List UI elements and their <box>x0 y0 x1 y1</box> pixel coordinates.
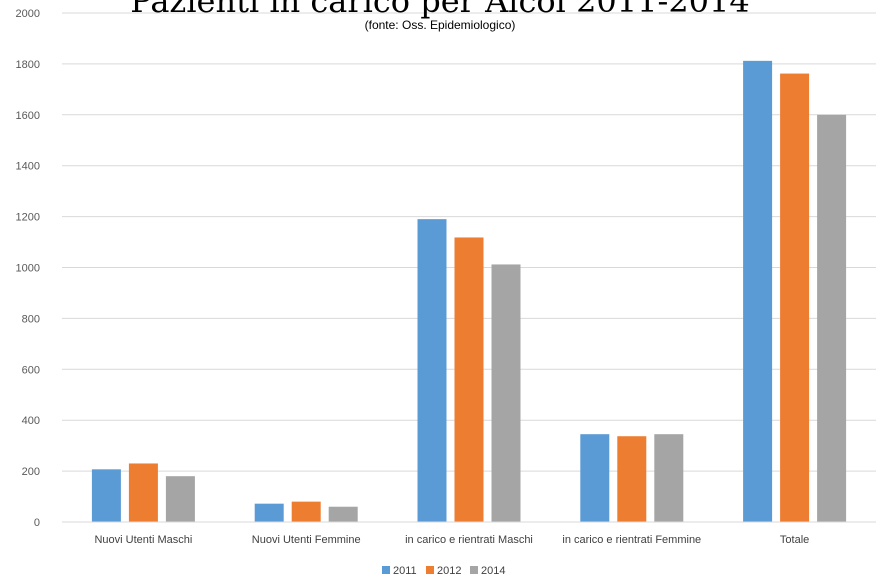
legend-swatch-2012 <box>426 566 434 574</box>
bar-2014-2 <box>328 506 358 522</box>
y-tick-label: 1200 <box>16 212 40 224</box>
y-tick-label: 400 <box>22 415 40 427</box>
bar-2012-4 <box>617 436 647 522</box>
legend-label-2011: 2011 <box>393 565 417 577</box>
category-label: Nuovi Utenti Femmine <box>252 534 361 546</box>
category-label: in carico e rientrati Femmine <box>562 534 701 546</box>
legend-label-2014: 2014 <box>481 565 505 577</box>
chart-title: Pazienti in carico per Alcol 2011-2014 <box>130 0 750 20</box>
y-tick-label: 0 <box>34 517 40 529</box>
bar-2011-5 <box>743 60 773 522</box>
bar-2014-1 <box>165 476 195 522</box>
y-tick-label: 2000 <box>16 8 40 20</box>
bar-2014-4 <box>654 434 684 522</box>
y-tick-label: 1400 <box>16 161 40 173</box>
y-tick-label: 600 <box>22 364 40 376</box>
legend-swatch-2011 <box>382 566 390 574</box>
category-labels: Nuovi Utenti Maschi Nuovi Utenti Femmine i… <box>94 534 809 546</box>
bar-2012-5 <box>780 73 810 523</box>
legend-swatch-2014 <box>470 566 478 574</box>
bar-2011-3 <box>417 219 447 522</box>
bars <box>91 60 847 523</box>
bar-2011-4 <box>580 434 610 522</box>
bar-2014-5 <box>817 114 847 523</box>
bar-2012-1 <box>128 463 158 522</box>
chart-subtitle: (fonte: Oss. Epidemiologico) <box>365 18 516 32</box>
y-axis-ticks: 0 200 400 600 800 1000 1200 1400 1600 1800 2000 <box>16 8 40 529</box>
y-tick-label: 1800 <box>16 59 40 71</box>
bar-2011-1 <box>91 469 121 522</box>
bar-2011-2 <box>254 503 284 522</box>
y-tick-label: 1000 <box>16 263 40 275</box>
legend-label-2012: 2012 <box>437 565 461 577</box>
y-tick-label: 200 <box>22 466 40 478</box>
legend: 2011 2012 2014 <box>382 565 505 577</box>
bar-2012-2 <box>291 501 321 522</box>
bar-2014-3 <box>491 264 521 522</box>
category-label: Totale <box>780 534 809 546</box>
bar-2012-3 <box>454 237 484 522</box>
y-tick-label: 1600 <box>16 110 40 122</box>
category-label: Nuovi Utenti Maschi <box>94 534 192 546</box>
category-label: in carico e rientrati Maschi <box>405 534 533 546</box>
y-tick-label: 800 <box>22 313 40 325</box>
